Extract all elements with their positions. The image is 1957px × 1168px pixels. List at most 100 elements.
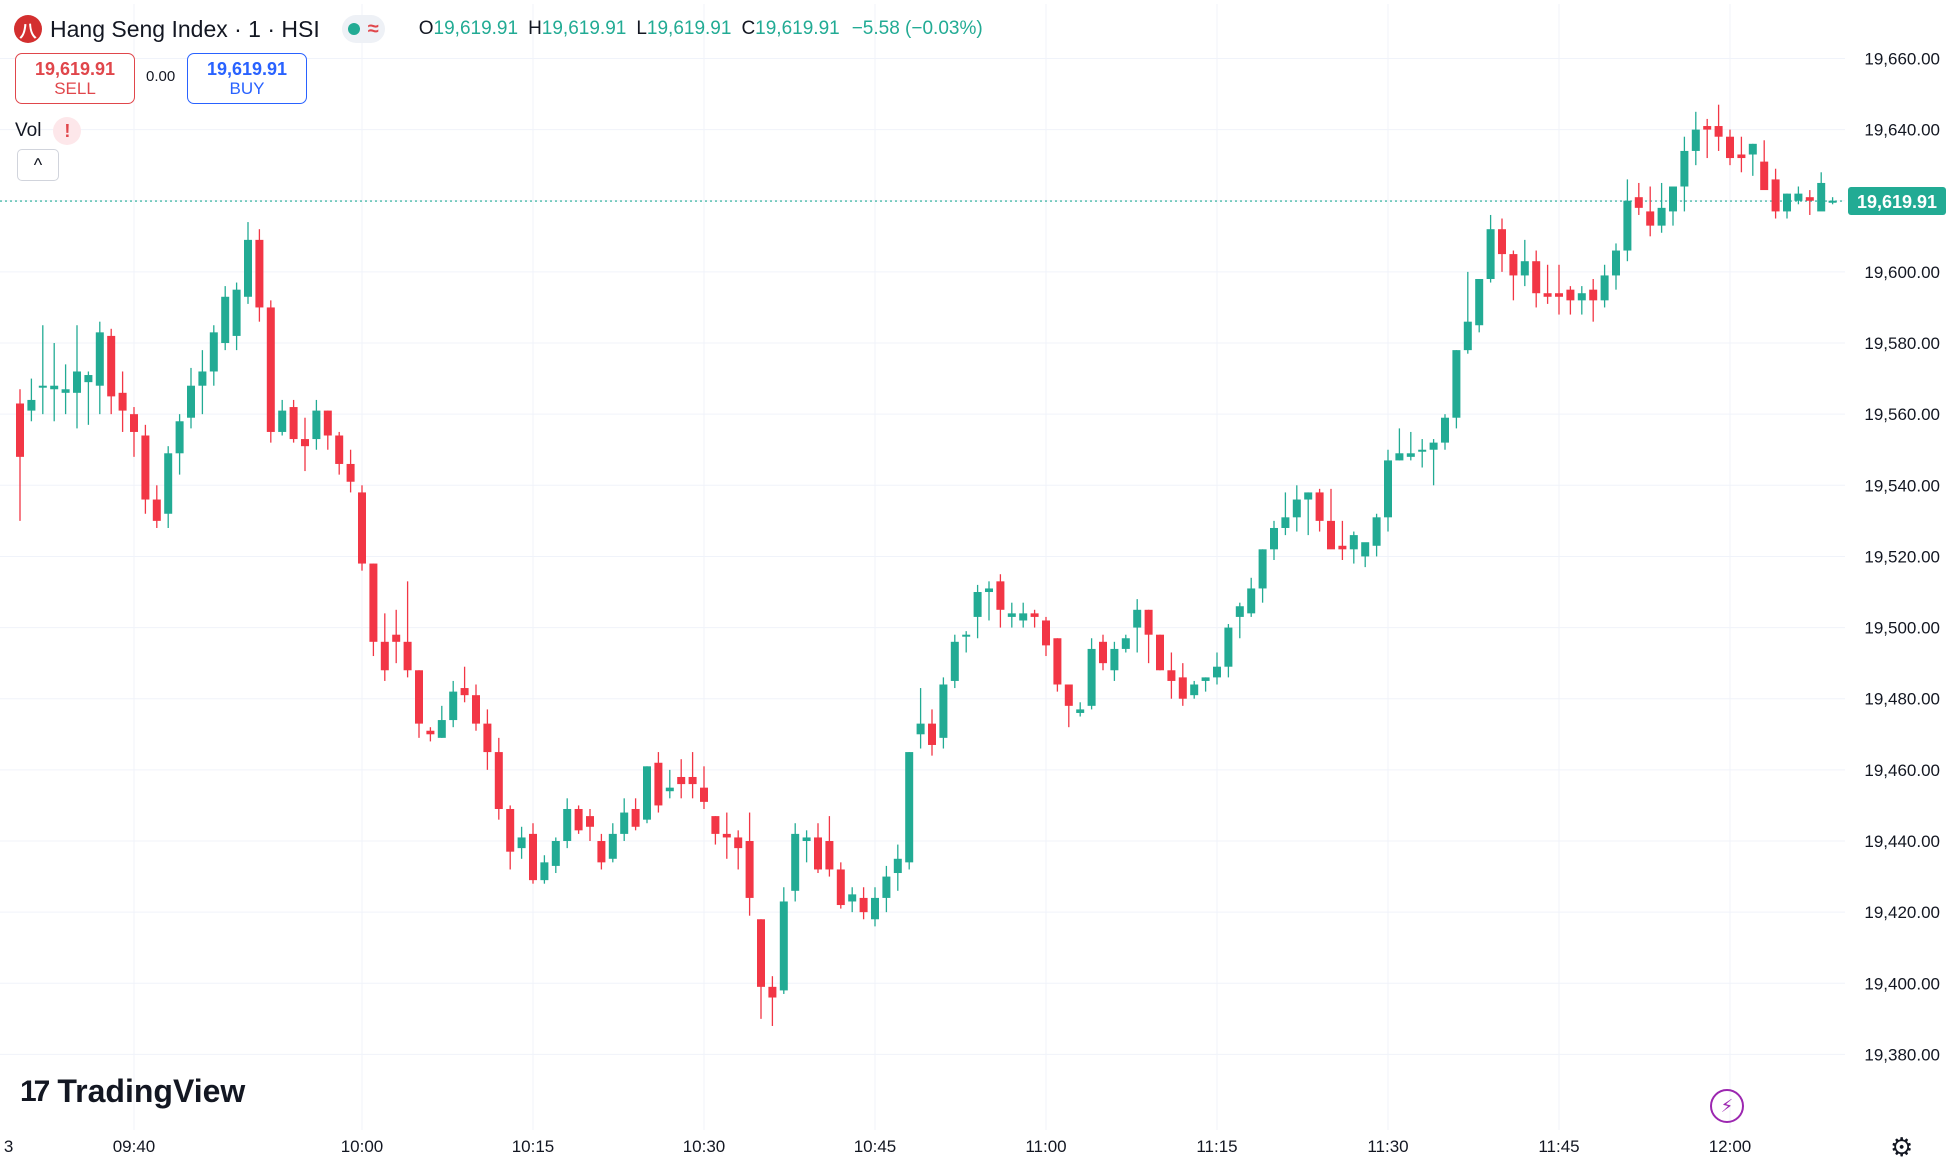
candle-body [175, 421, 184, 454]
y-tick-label: 19,440.00 [1864, 832, 1940, 851]
candle [1805, 190, 1814, 215]
candle-body [928, 723, 936, 745]
candle [1042, 616, 1050, 657]
candle [1828, 197, 1837, 205]
market-status[interactable]: ≈ [341, 15, 385, 43]
candle-body [779, 901, 788, 991]
candle-body [50, 385, 59, 390]
last-price-label: 19,619.91 [1848, 187, 1946, 216]
candle [893, 844, 902, 891]
candle [164, 446, 173, 528]
candle-body [1600, 275, 1609, 301]
open-label: O [418, 18, 434, 39]
candle [494, 737, 503, 820]
candle-body [722, 833, 731, 838]
collapse-indicators-button[interactable]: ^ [17, 149, 59, 181]
sell-price: 19,619.91 [34, 58, 116, 79]
candle [1543, 264, 1552, 304]
candle [643, 766, 651, 824]
candle [346, 449, 355, 493]
time-axis[interactable]: 3 09:40 10:00 10:15 10:30 10:45 11:00 11:15 11:3… [4, 1137, 1751, 1156]
candle [1064, 684, 1073, 728]
candle-body [1292, 499, 1301, 518]
candle-body [859, 897, 868, 913]
market-open-dot-icon [347, 23, 360, 35]
candle [1691, 111, 1700, 166]
candle [1121, 634, 1130, 653]
candle [1441, 414, 1449, 450]
candle-body [1680, 150, 1689, 187]
candle-body [1133, 609, 1142, 628]
tradingview-brand: TradingView [57, 1073, 246, 1109]
warning-icon[interactable]: ! [53, 117, 82, 145]
hsi-logo-icon[interactable]: 八 [14, 15, 42, 43]
candle [1726, 129, 1734, 166]
candle-body [16, 403, 24, 457]
candle [939, 677, 948, 749]
candle [711, 816, 720, 845]
x-tick-label: 3 [4, 1137, 13, 1156]
sell-label: SELL [54, 78, 96, 98]
candle [1258, 549, 1267, 603]
candle-body [1224, 627, 1233, 667]
last-price-text: 19,619.91 [1857, 192, 1937, 212]
candle-body [130, 414, 138, 432]
candle [244, 222, 252, 304]
data-delay-icon: ≈ [367, 17, 379, 40]
candle-body [1805, 197, 1814, 201]
candle [460, 666, 469, 703]
candle-body [437, 720, 446, 738]
candle-body [1235, 606, 1244, 617]
candle [1224, 624, 1233, 678]
candle [1030, 609, 1039, 628]
x-tick-label: 11:45 [1538, 1137, 1579, 1156]
candle [517, 826, 526, 859]
candle-body [1463, 321, 1472, 351]
candle-body [563, 808, 572, 842]
candle-body [323, 410, 332, 436]
settings-icon[interactable]: ⚙ [1890, 1132, 1914, 1162]
candle-body [734, 837, 743, 849]
candle [392, 609, 401, 664]
x-tick-label: 09:40 [113, 1137, 156, 1156]
candle-body [1190, 684, 1199, 696]
candle [1498, 218, 1506, 272]
candle [209, 325, 218, 386]
candle-body [301, 439, 309, 447]
candle-body [1327, 520, 1335, 550]
candle [506, 805, 515, 870]
candle [1144, 609, 1153, 664]
candle [27, 378, 36, 422]
symbol-title[interactable]: Hang Seng Index · 1 · HSI [50, 15, 320, 42]
sell-button[interactable]: 19,619.91 SELL [15, 53, 135, 104]
candle [16, 389, 24, 521]
x-tick-label: 10:00 [341, 1137, 384, 1156]
candle-body [1737, 154, 1746, 159]
candle [1748, 143, 1757, 176]
candle [483, 709, 492, 770]
candle [1235, 602, 1244, 639]
candle [757, 919, 765, 1019]
bolt-icon[interactable]: ⚡ [1710, 1089, 1744, 1123]
candle-body [1543, 293, 1552, 297]
candle-body [346, 463, 355, 482]
candle-body [711, 816, 720, 834]
candle [1327, 488, 1335, 550]
candle-body [1589, 289, 1598, 301]
candle [1771, 168, 1780, 219]
candle-body [1384, 460, 1392, 518]
candle-body [620, 812, 629, 834]
open-value: 19,619.91 [433, 18, 519, 39]
candle-body [1007, 613, 1016, 617]
tradingview-watermark[interactable]: 17 TradingView [20, 1073, 245, 1110]
candle [415, 670, 423, 738]
spread-value: 0.00 [146, 68, 176, 85]
buy-button[interactable]: 19,619.91 BUY [187, 53, 307, 104]
candle-body [335, 435, 344, 464]
price-axis[interactable]: 19,380.00 19,400.00 19,420.00 19,440.00 19,4… [1864, 49, 1940, 1064]
candle [1304, 492, 1313, 536]
volume-indicator-legend[interactable]: Vol ! [15, 117, 82, 145]
candle-body [244, 239, 252, 297]
candle-body [1509, 254, 1518, 276]
